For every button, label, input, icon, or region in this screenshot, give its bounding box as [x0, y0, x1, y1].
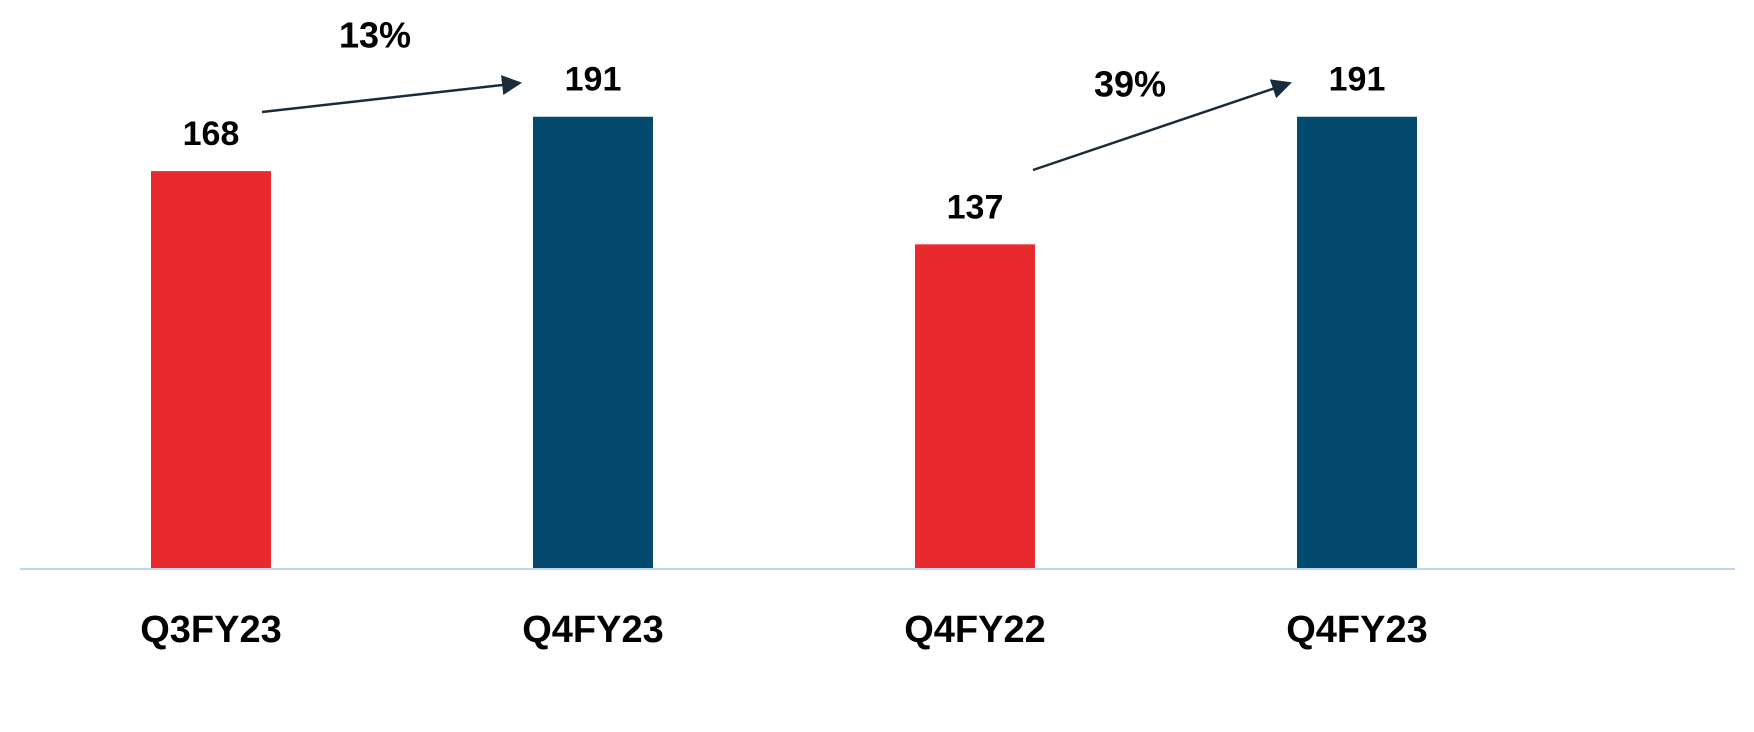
bar [915, 244, 1035, 568]
bar [533, 116, 653, 568]
bar [151, 171, 271, 568]
annotation: 39% [1094, 64, 1166, 105]
arrow [1032, 79, 1292, 172]
data-label: 137 [947, 188, 1004, 226]
x-tick-label: Q4FY23 [1286, 609, 1428, 651]
data-label: 168 [183, 115, 240, 153]
data-label: 191 [1329, 61, 1386, 99]
arrow [261, 75, 522, 114]
x-tick-label: Q3FY23 [140, 609, 282, 651]
bar [1297, 116, 1417, 568]
data-label: 191 [565, 61, 622, 99]
x-tick-label: Q4FY22 [904, 609, 1046, 651]
x-tick-label: Q4FY23 [522, 609, 664, 651]
annotation: 13% [339, 15, 411, 56]
